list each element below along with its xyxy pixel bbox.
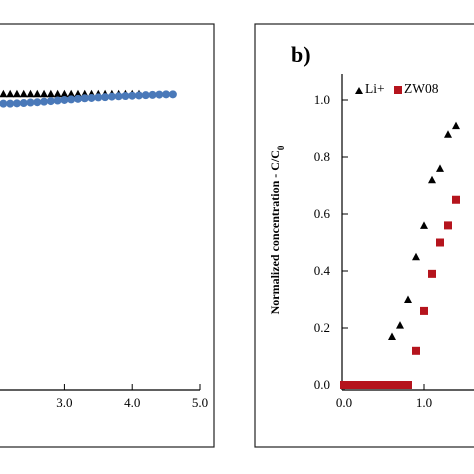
panel-a-data-point <box>67 95 76 104</box>
panel-b-data-point <box>404 381 412 389</box>
panel-a-data-point <box>0 99 8 108</box>
panel-b-data-point <box>372 381 380 389</box>
panel-a-data-point <box>141 91 150 100</box>
panel-a-data-point <box>12 99 21 108</box>
panel-b-data-point <box>340 381 348 389</box>
panel-a-x-tick-label: 4.0 <box>124 395 140 410</box>
legend-zw08-label: ZW08 <box>404 81 439 96</box>
panel-a-data-point <box>60 95 69 104</box>
panel-b-data-point <box>428 269 436 278</box>
panel-b-label: b) <box>291 42 311 67</box>
panel-a: 3.0 4.0 5.0 <box>0 23 215 448</box>
panel-a-data-point <box>46 89 55 98</box>
panel-a-data-point <box>162 90 171 99</box>
legend: Li+ ZW08 <box>355 81 439 96</box>
panel-b-data-points <box>340 121 460 389</box>
panel-a-data-point <box>107 92 116 101</box>
panel-a-data-point <box>114 92 123 101</box>
panel-a-frame <box>0 23 215 448</box>
panel-b-data-point <box>396 321 404 329</box>
panel-a-data-point <box>121 92 130 101</box>
y-axis-label-text: Normalized concentration - C/C <box>268 150 282 314</box>
panel-a-data-point <box>0 89 8 98</box>
panel-b-data-point <box>388 381 396 389</box>
panel-a-data-point <box>33 98 42 107</box>
panel-a-data-point <box>67 89 76 98</box>
panel-a-data-point <box>46 97 55 106</box>
y-axis-label: Normalized concentration - C/C0 <box>268 145 286 314</box>
panel-a-data-point <box>26 98 35 107</box>
panel-a-data-point <box>6 99 15 108</box>
legend-li-label: Li+ <box>365 81 385 96</box>
panel-b-data-point <box>412 346 420 355</box>
panel-a-data-point <box>33 89 42 98</box>
panel-b-y-tick-label: 0.2 <box>314 320 330 335</box>
panel-b-y-tick-label: 0.4 <box>314 263 331 278</box>
panel-b-x-tick-label: 1.0 <box>416 395 432 410</box>
panel-a-data-point <box>87 93 96 102</box>
panel-a-data-point <box>128 91 137 100</box>
panel-b-data-point <box>356 381 364 389</box>
panel-a-data-point <box>40 89 49 98</box>
panel-b-y-tick-label: 0.8 <box>314 149 330 164</box>
panel-b-frame <box>254 23 474 448</box>
panel-b-data-point <box>396 381 404 389</box>
legend-li-marker-icon <box>355 87 363 94</box>
panel-b-data-point <box>444 221 452 230</box>
panel-a-data-point <box>60 89 69 98</box>
panel-b-data-point <box>452 121 460 130</box>
panel-b-data-point <box>364 381 372 389</box>
panel-a-x-tick-label: 3.0 <box>56 395 72 410</box>
panel-b-data-point <box>420 221 428 229</box>
panel-b-data-point <box>436 238 444 247</box>
panel-b-data-point <box>420 306 428 315</box>
panel-a-data-point <box>155 90 164 99</box>
panel-a-data-point <box>53 96 62 105</box>
panel-a-data-point <box>134 91 143 100</box>
panel-a-data-point <box>12 89 21 98</box>
panel-b-data-point <box>452 195 460 204</box>
legend-zw08-marker-icon <box>394 86 402 94</box>
panel-b-data-point <box>436 164 444 172</box>
panel-a-data-point <box>80 94 89 103</box>
panel-b-x-tick-label: 0.0 <box>336 395 352 410</box>
panel-a-data-point <box>94 93 103 102</box>
panel-b-y-tick-label: 0.6 <box>314 206 331 221</box>
panel-b-data-point <box>412 252 420 261</box>
panel-b-data-point <box>404 295 412 303</box>
panel-a-data-point <box>19 89 28 98</box>
panel-b: b) Normalized concentration - C/C0 0.00.… <box>254 23 474 448</box>
panel-a-data-point <box>53 89 62 98</box>
panel-a-data-point <box>40 97 49 106</box>
panel-a-x-tick-label: 5.0 <box>192 395 208 410</box>
panel-b-data-point <box>444 130 452 138</box>
panel-a-data-point <box>101 93 110 102</box>
panel-b-y-ticks: 0.0 0.2 0.4 0.6 0.8 1.0 <box>314 92 348 392</box>
panel-a-data-point <box>168 90 177 99</box>
panel-a-data-point <box>148 90 157 99</box>
panel-a-data-point <box>26 89 35 98</box>
panel-a-data-points <box>0 89 177 108</box>
panel-b-data-point <box>388 332 396 341</box>
panel-a-x-ticks: 3.0 4.0 5.0 <box>56 384 208 410</box>
panel-b-data-point <box>348 381 356 389</box>
panel-a-data-point <box>6 89 15 98</box>
panel-a-data-point <box>73 94 82 103</box>
panel-b-y-tick-label: 0.0 <box>314 377 330 392</box>
y-axis-label-subscript: 0 <box>276 145 286 150</box>
panel-a-data-point <box>19 99 28 108</box>
panel-b-y-tick-label: 1.0 <box>314 92 330 107</box>
panel-b-data-point <box>380 381 388 389</box>
panel-b-data-point <box>428 175 436 184</box>
